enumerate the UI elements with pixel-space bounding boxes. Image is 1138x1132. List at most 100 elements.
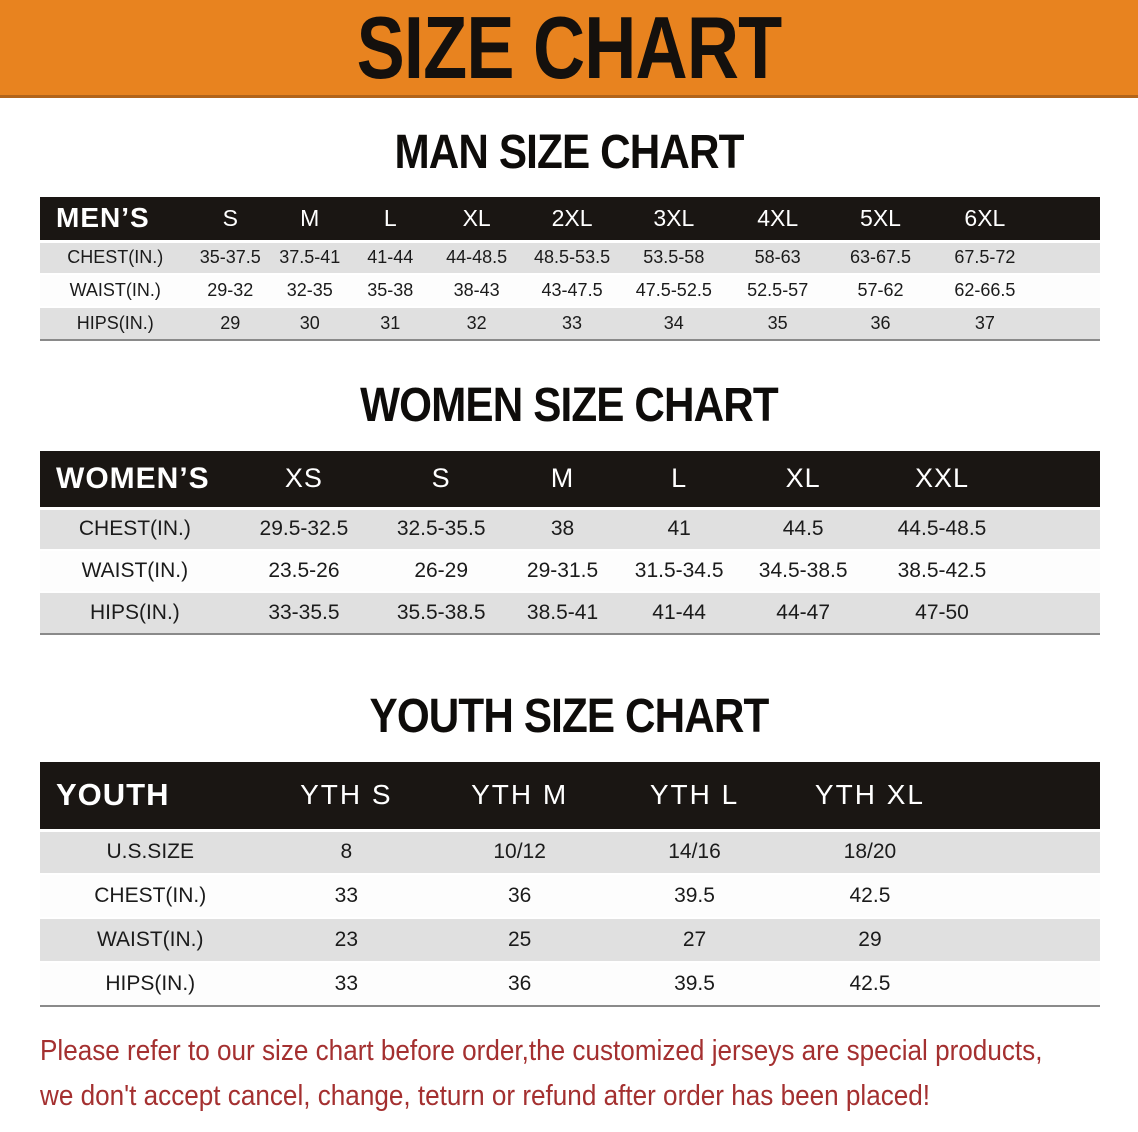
youth-size-chart-heading: YOUTH SIZE CHART — [369, 690, 770, 743]
spacer-cell — [957, 962, 1100, 1006]
spacer-cell — [1038, 241, 1100, 275]
measurement-value: 33 — [522, 307, 622, 340]
measurement-value: 33 — [260, 874, 433, 919]
row-label: HIPS(IN.) — [40, 307, 191, 340]
measurement-value: 36 — [432, 874, 608, 919]
measurement-value: 48.5-53.5 — [522, 241, 622, 275]
measurement-value: 25 — [432, 918, 608, 963]
men-size-table: MEN’S S M L XL 2XL 3XL 4XL 5XL 6XL CHEST(IN.) 35-37… — [40, 197, 1100, 341]
measurement-value: 36 — [432, 962, 608, 1006]
table-corner-label: YOUTH — [40, 762, 261, 832]
measurement-value: 29 — [190, 307, 270, 340]
size-column-header: S — [190, 197, 270, 243]
measurement-value: 8 — [260, 830, 433, 875]
measurement-value: 34 — [621, 307, 726, 340]
size-column-header: XL — [431, 197, 523, 243]
measurement-value: 36 — [829, 307, 932, 340]
measurement-value: 62-66.5 — [931, 274, 1039, 308]
measurement-value: 14/16 — [607, 830, 782, 875]
spacer-cell — [1015, 451, 1100, 510]
measurement-row: WAIST(IN.) 29-32 32-35 35-38 38-43 43-47.5 47.… — [40, 274, 1100, 308]
disclaimer-line-2: we don't accept cancel, change, teturn o… — [40, 1080, 931, 1112]
measurement-value: 29.5-32.5 — [229, 508, 379, 551]
table-header-row: MEN’S S M L XL 2XL 3XL 4XL 5XL 6XL — [40, 197, 1100, 243]
measurement-row: HIPS(IN.) 33 36 39.5 42.5 — [40, 962, 1100, 1006]
measurement-row: CHEST(IN.) 33 36 39.5 42.5 — [40, 874, 1100, 919]
measurement-value: 34.5-38.5 — [737, 550, 869, 593]
measurement-value: 67.5-72 — [931, 241, 1039, 275]
spacer-cell — [957, 918, 1100, 963]
size-column-header: M — [270, 197, 350, 243]
measurement-value: 42.5 — [781, 962, 958, 1006]
measurement-value: 47.5-52.5 — [621, 274, 726, 308]
spacer-cell — [1015, 550, 1100, 593]
measurement-value: 10/12 — [432, 830, 608, 875]
youth-size-table: YOUTH YTH S YTH M YTH L YTH XL U.S.SIZE 8 10/12… — [40, 762, 1100, 1007]
size-column-header: 3XL — [621, 197, 726, 243]
measurement-value: 33-35.5 — [229, 592, 379, 634]
size-column-header: YTH XL — [781, 762, 958, 832]
measurement-value: 32 — [431, 307, 523, 340]
measurement-value: 29-31.5 — [504, 550, 621, 593]
women-size-section: WOMEN SIZE CHART WOMEN’S XS S M L XL XXL CHEST(… — [0, 379, 1138, 635]
measurement-value: 41-44 — [620, 592, 738, 634]
size-column-header: 6XL — [931, 197, 1039, 243]
measurement-value: 35 — [725, 307, 830, 340]
size-column-header: YTH S — [260, 762, 433, 832]
measurement-value: 38-43 — [431, 274, 523, 308]
measurement-value: 44.5 — [737, 508, 869, 551]
measurement-row: CHEST(IN.) 29.5-32.5 32.5-35.5 38 41 44.5 44.5… — [40, 508, 1100, 551]
measurement-value: 53.5-58 — [621, 241, 726, 275]
measurement-value: 43-47.5 — [522, 274, 622, 308]
measurement-value: 57-62 — [829, 274, 932, 308]
measurement-value: 23 — [260, 918, 433, 963]
measurement-row: HIPS(IN.) 29 30 31 32 33 34 35 36 37 — [40, 307, 1100, 340]
measurement-value: 39.5 — [607, 962, 782, 1006]
size-column-header: L — [349, 197, 432, 243]
table-header-row: YOUTH YTH S YTH M YTH L YTH XL — [40, 762, 1100, 832]
measurement-value: 58-63 — [725, 241, 830, 275]
measurement-value: 35-37.5 — [190, 241, 270, 275]
size-column-header: 5XL — [829, 197, 932, 243]
measurement-row: CHEST(IN.) 35-37.5 37.5-41 41-44 44-48.5 48.5… — [40, 241, 1100, 275]
row-label: WAIST(IN.) — [40, 918, 261, 963]
row-label: HIPS(IN.) — [40, 592, 230, 634]
measurement-value: 23.5-26 — [229, 550, 379, 593]
measurement-value: 44-48.5 — [431, 241, 523, 275]
disclaimer-line-1: Please refer to our size chart before or… — [40, 1035, 1043, 1067]
size-column-header: M — [504, 451, 621, 510]
women-size-chart-heading: WOMEN SIZE CHART — [360, 379, 779, 432]
youth-size-section: YOUTH SIZE CHART YOUTH YTH S YTH M YTH L YTH… — [0, 690, 1138, 1007]
measurement-value: 29-32 — [190, 274, 270, 308]
measurement-value: 18/20 — [781, 830, 958, 875]
spacer-cell — [957, 830, 1100, 875]
table-corner-label: WOMEN’S — [40, 451, 230, 510]
measurement-value: 38.5-42.5 — [868, 550, 1016, 593]
measurement-value: 32-35 — [270, 274, 350, 308]
spacer-cell — [1038, 274, 1100, 308]
row-label: HIPS(IN.) — [40, 962, 261, 1006]
measurement-value: 30 — [270, 307, 350, 340]
measurement-value: 37.5-41 — [270, 241, 350, 275]
disclaimer: Please refer to our size chart before or… — [0, 1029, 1138, 1119]
measurement-value: 63-67.5 — [829, 241, 932, 275]
measurement-value: 32.5-35.5 — [378, 508, 505, 551]
banner-title: SIZE CHART — [0, 0, 1138, 95]
spacer-cell — [957, 874, 1100, 919]
spacer-cell — [1015, 508, 1100, 551]
row-label: CHEST(IN.) — [40, 508, 230, 551]
row-label: WAIST(IN.) — [40, 274, 191, 308]
size-column-header: XS — [229, 451, 379, 510]
measurement-value: 37 — [931, 307, 1039, 340]
size-column-header: XXL — [868, 451, 1016, 510]
row-label: CHEST(IN.) — [40, 241, 191, 275]
measurement-value: 41-44 — [349, 241, 432, 275]
measurement-value: 29 — [781, 918, 958, 963]
measurement-value: 31.5-34.5 — [620, 550, 738, 593]
size-column-header: 2XL — [522, 197, 622, 243]
row-label: U.S.SIZE — [40, 830, 261, 875]
table-header-row: WOMEN’S XS S M L XL XXL — [40, 451, 1100, 510]
measurement-value: 27 — [607, 918, 782, 963]
size-column-header: S — [378, 451, 505, 510]
spacer-cell — [1038, 197, 1100, 243]
